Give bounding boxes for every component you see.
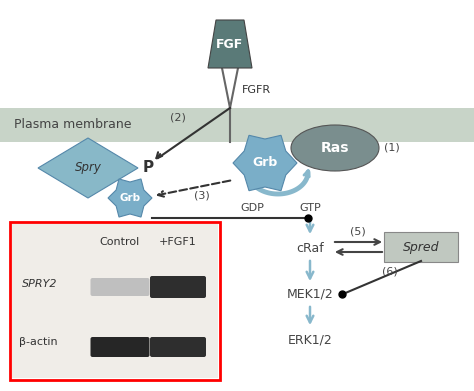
Text: (1): (1) <box>384 143 400 153</box>
Text: GDP: GDP <box>240 203 264 213</box>
Text: FGFR: FGFR <box>242 85 271 95</box>
Text: Spred: Spred <box>403 242 439 255</box>
FancyBboxPatch shape <box>91 337 149 357</box>
Polygon shape <box>38 138 138 198</box>
Polygon shape <box>233 135 297 191</box>
Text: Plasma membrane: Plasma membrane <box>14 118 131 131</box>
FancyBboxPatch shape <box>91 278 149 296</box>
FancyBboxPatch shape <box>150 276 206 298</box>
Text: Grb: Grb <box>252 156 278 170</box>
FancyBboxPatch shape <box>150 337 206 357</box>
Text: P: P <box>143 160 154 176</box>
Polygon shape <box>208 20 252 68</box>
Text: FGF: FGF <box>216 38 244 52</box>
FancyBboxPatch shape <box>384 232 458 262</box>
Text: cRaf: cRaf <box>296 242 324 255</box>
Bar <box>12 224 218 378</box>
Bar <box>10 222 220 380</box>
Text: (5): (5) <box>350 227 366 237</box>
Polygon shape <box>108 179 152 217</box>
Text: (4): (4) <box>167 225 183 235</box>
Text: MEK1/2: MEK1/2 <box>287 287 333 301</box>
Text: (2): (2) <box>170 113 186 123</box>
Text: Spry: Spry <box>74 161 101 174</box>
Text: ERK1/2: ERK1/2 <box>288 334 332 346</box>
Text: Grb: Grb <box>119 193 141 203</box>
Text: GTP: GTP <box>299 203 321 213</box>
Bar <box>0 108 474 142</box>
Ellipse shape <box>291 125 379 171</box>
Text: +FGF1: +FGF1 <box>159 237 197 247</box>
Text: Ras: Ras <box>321 141 349 155</box>
Text: SPRY2: SPRY2 <box>22 279 58 289</box>
Text: β-actin: β-actin <box>18 337 57 347</box>
Text: (6): (6) <box>382 267 398 277</box>
Text: Control: Control <box>100 237 140 247</box>
Text: (3): (3) <box>194 191 210 201</box>
